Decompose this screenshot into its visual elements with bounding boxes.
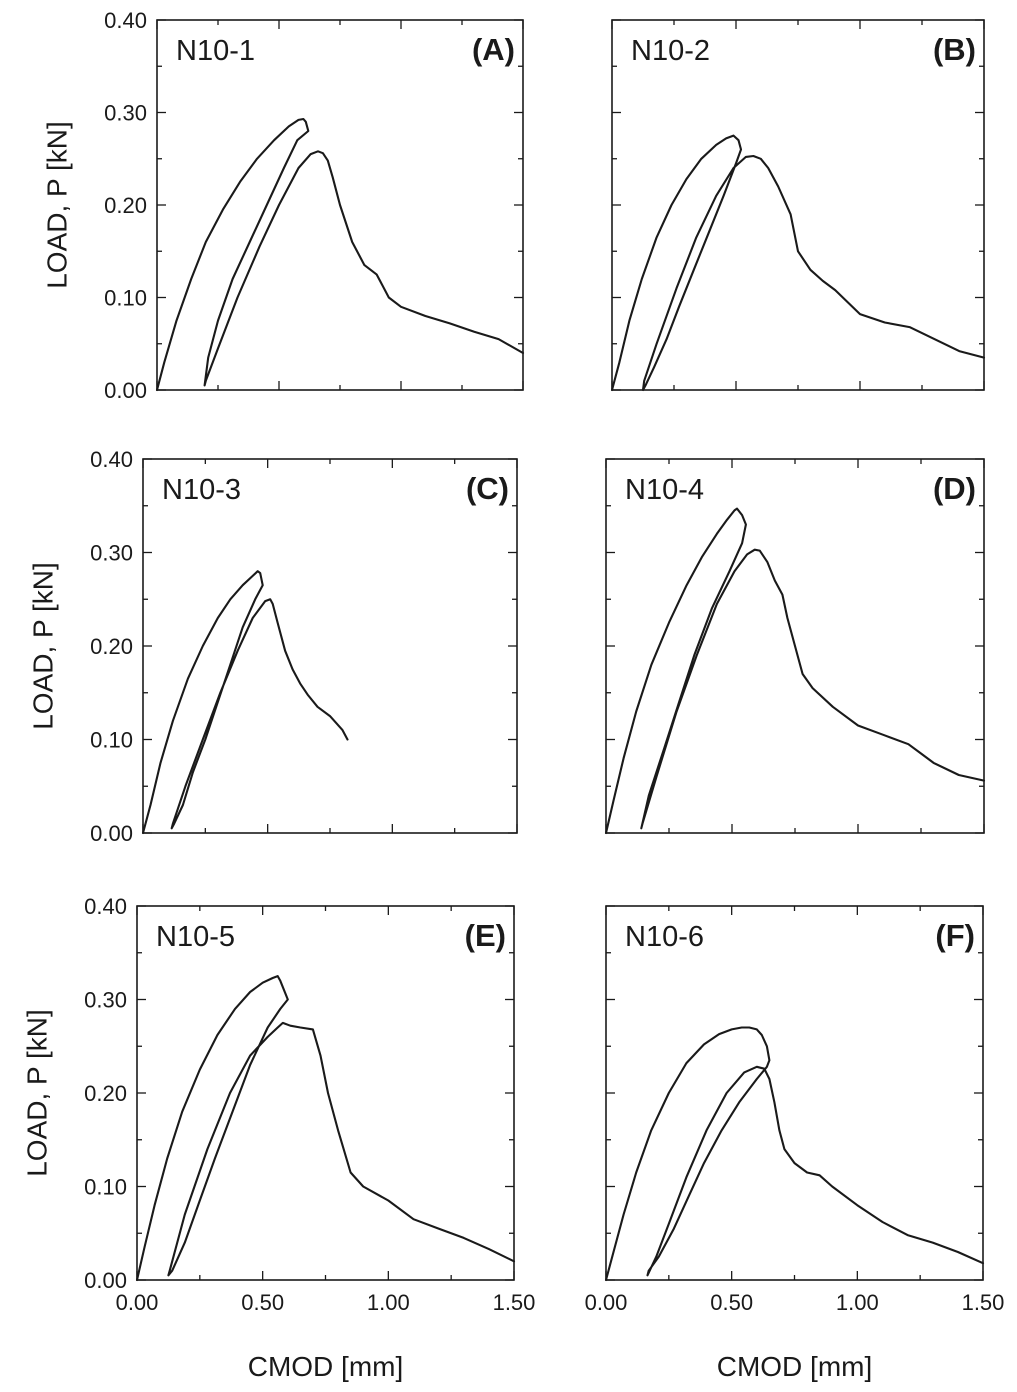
y-tick-label: 0.00 (84, 1268, 127, 1293)
y-tick-label: 0.20 (104, 193, 147, 218)
specimen-label: N10-1 (176, 35, 255, 67)
panel-label: (F) (935, 918, 975, 953)
panel-label: (D) (933, 471, 976, 506)
x-axis-label: CMOD [mm] (248, 1351, 404, 1382)
load-cmod-curve (155, 117, 525, 392)
y-tick-label: 0.20 (90, 634, 133, 659)
x-tick-label: 0.00 (585, 1290, 628, 1315)
panel-label: (A) (472, 32, 515, 67)
panel-label: (C) (466, 471, 509, 506)
x-tick-label: 1.00 (367, 1290, 410, 1315)
x-tick-label: 0.50 (241, 1290, 284, 1315)
specimen-label: N10-3 (162, 474, 241, 506)
chart-panel: 0.00 0.10 0.20 0.30 0.40 LOAD, P [kN] N10-3 (C) (27, 447, 518, 846)
x-tick-label: 0.00 (116, 1290, 159, 1315)
x-tick-label: 1.50 (962, 1290, 1005, 1315)
chart-panel: N10-2 (B) (610, 19, 986, 392)
x-tick-label: 0.50 (710, 1290, 753, 1315)
chart-panel: 0.00 0.10 0.20 0.30 0.40 0.00 0.50 1.00 1.50 LOAD… (21, 894, 535, 1382)
y-tick-label: 0.30 (104, 101, 147, 126)
load-cmod-curve (604, 1026, 985, 1282)
y-tick-label: 0.20 (84, 1081, 127, 1106)
panel-label: (E) (465, 918, 506, 953)
load-cmod-curve (141, 570, 349, 835)
y-axis-label: LOAD, P [kN] (21, 1009, 52, 1177)
specimen-label: N10-2 (631, 35, 710, 67)
plot-frame (605, 905, 984, 1281)
x-tick-label: 1.00 (836, 1290, 879, 1315)
load-cmod-curve (604, 507, 986, 835)
load-cmod-curve (610, 134, 986, 392)
y-tick-label: 0.10 (104, 286, 147, 311)
y-tick-label: 0.40 (84, 894, 127, 919)
y-tick-label: 0.00 (104, 378, 147, 403)
chart-panel: 0.00 0.50 1.00 1.50 CMOD [mm] N10-6 (F) (585, 905, 1005, 1382)
y-tick-label: 0.40 (90, 447, 133, 472)
y-tick-label: 0.40 (104, 8, 147, 33)
plot-frame (142, 458, 518, 834)
y-tick-label: 0.30 (90, 541, 133, 566)
specimen-label: N10-5 (156, 921, 235, 953)
x-axis-label: CMOD [mm] (717, 1351, 873, 1382)
chart-panel: N10-4 (D) (604, 458, 986, 835)
y-axis-label: LOAD, P [kN] (41, 121, 72, 289)
y-axis-label: LOAD, P [kN] (27, 562, 58, 730)
y-tick-label: 0.10 (84, 1175, 127, 1200)
x-tick-label: 1.50 (493, 1290, 536, 1315)
panel-label: (B) (933, 32, 976, 67)
specimen-label: N10-6 (625, 921, 704, 953)
chart-panel: 0.00 0.10 0.20 0.30 0.40 LOAD, P [kN] N10-1 (A) (41, 8, 525, 403)
plot-frame (136, 905, 515, 1281)
y-tick-label: 0.00 (90, 821, 133, 846)
specimen-label: N10-4 (625, 474, 704, 506)
y-tick-label: 0.10 (90, 728, 133, 753)
load-cmod-curve (135, 975, 516, 1282)
y-tick-label: 0.30 (84, 988, 127, 1013)
